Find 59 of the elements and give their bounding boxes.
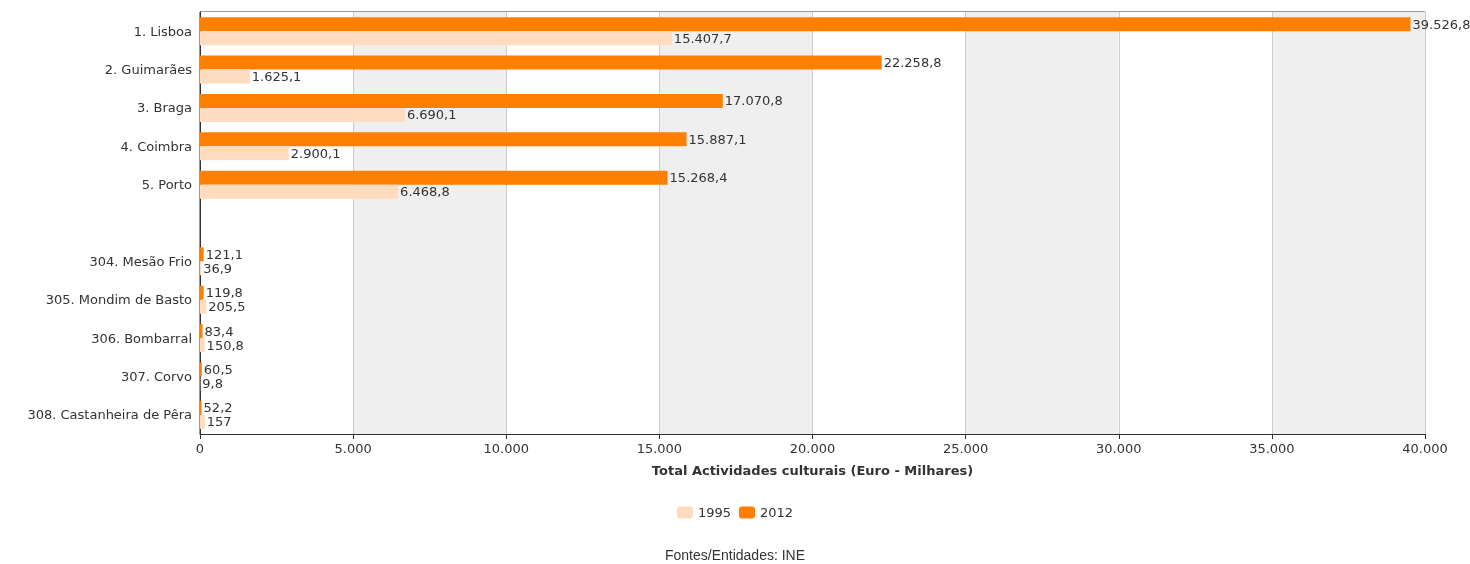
bar (200, 414, 205, 429)
data-label: 205,5 (208, 299, 246, 315)
x-tick-label: 20.000 (789, 441, 836, 456)
bar (200, 247, 204, 262)
x-tick-label: 25.000 (942, 441, 989, 456)
x-tick-label: 35.000 (1249, 441, 1295, 456)
x-tick-label: 5.000 (334, 441, 372, 456)
x-tick-label: 15.000 (636, 441, 683, 456)
bar (200, 17, 1411, 32)
bar (200, 31, 672, 46)
bar (200, 170, 668, 185)
data-label: 22.258,8 (883, 55, 942, 71)
data-label: 60,5 (203, 361, 233, 377)
y-tick-label: 306. Bombarral (91, 330, 192, 346)
data-label: 39.526,8 (1412, 16, 1470, 32)
bar (200, 107, 405, 122)
data-label: 83,4 (204, 323, 234, 339)
data-label: 6.468,8 (400, 184, 450, 200)
data-label: 150,8 (206, 337, 244, 353)
bar (200, 93, 723, 108)
data-label: 15.407,7 (673, 30, 732, 46)
data-label: 17.070,8 (724, 93, 783, 109)
data-label: 2.900,1 (290, 145, 341, 161)
bar (200, 146, 289, 161)
bar (200, 285, 204, 300)
text: Fontes/Entidades: INE (664, 547, 806, 563)
data-label: 6.690,1 (406, 107, 457, 123)
bar (200, 55, 882, 70)
x-axis-title: Total Actividades culturais (Euro - Milhares) (651, 463, 974, 478)
data-label: 52,2 (203, 400, 233, 416)
x-tick-label: 0 (195, 441, 205, 456)
data-label: 119,8 (205, 285, 243, 301)
legend-label: 1995 (697, 505, 732, 520)
y-tick-label: 1. Lisboa (133, 23, 192, 39)
bar (200, 338, 205, 353)
bar (200, 132, 687, 147)
data-label: 1.625,1 (251, 69, 302, 85)
x-tick-label: 30.000 (1096, 441, 1142, 456)
legend-label: 2012 (760, 505, 794, 520)
x-tick-label: 10.000 (483, 441, 529, 456)
data-label: 36,9 (203, 260, 233, 276)
y-tick-label: 2. Guimarães (104, 62, 193, 78)
y-tick-label: 4. Coimbra (120, 138, 192, 154)
data-label: 9,8 (202, 375, 223, 391)
y-tick-label: 307. Corvo (120, 368, 193, 384)
x-tick-label: 40.000 (1402, 441, 1448, 456)
bar (200, 184, 399, 199)
y-tick-label: 304. Mesão Frio (89, 253, 193, 269)
bar (200, 69, 250, 84)
y-tick-label: 3. Braga (137, 100, 192, 116)
data-label: 15.887,1 (688, 131, 747, 147)
bar (200, 324, 203, 339)
y-tick-label: 308. Castanheira de Pêra (27, 407, 192, 423)
bar (200, 299, 207, 314)
y-tick-label: 5. Porto (141, 177, 193, 193)
data-label: 157 (206, 414, 232, 430)
data-label: 15.268,4 (669, 170, 728, 186)
data-label: 121,1 (205, 246, 243, 262)
y-tick-label: 305. Mondim de Basto (45, 292, 193, 308)
